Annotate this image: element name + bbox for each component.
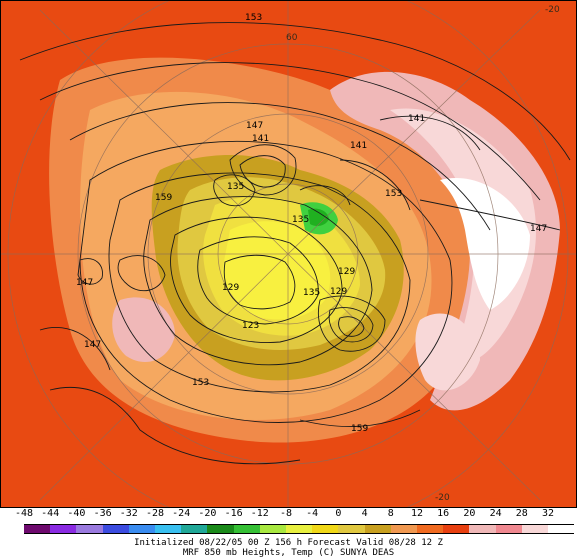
colorbar-swatch xyxy=(390,524,417,534)
caption-line-initialized: Initialized 08/22/05 00 Z 156 h Forecast… xyxy=(134,538,443,548)
contour-label: 153 xyxy=(192,378,209,388)
colorbar-tick-label: 16 xyxy=(437,508,450,519)
colorbar-tick-label: -24 xyxy=(172,508,191,519)
colorbar-swatch xyxy=(548,524,575,534)
longitude-label: -20 xyxy=(545,5,560,15)
colorbar-tick-label: -12 xyxy=(250,508,269,519)
caption-line-model: MRF 850 mb Heights, Temp (C) SUNYA DEAS xyxy=(182,548,395,558)
contour-label: 129 xyxy=(338,267,355,277)
colorbar-tick-label: -28 xyxy=(145,508,165,519)
colorbar-swatch xyxy=(259,524,286,534)
colorbar-tick-label: -36 xyxy=(93,508,112,519)
colorbar-swatch xyxy=(181,524,208,534)
colorbar-swatch xyxy=(469,524,496,534)
colorbar-swatch xyxy=(495,524,522,534)
colorbar-swatch xyxy=(443,524,470,534)
contour-label: 153 xyxy=(245,13,262,23)
contour-label: 141 xyxy=(408,114,425,124)
colorbar-tick-label: -40 xyxy=(67,508,86,519)
contour-label: 123 xyxy=(242,321,259,331)
colorbar-tick-label: 20 xyxy=(463,508,476,519)
contour-label: 129 xyxy=(330,287,347,297)
forecast-map: 153 147 141 159 135 129 123 141 153 147 … xyxy=(0,0,577,508)
contour-label: 141 xyxy=(350,141,367,151)
contour-label: 159 xyxy=(155,193,172,203)
contour-label: 135 xyxy=(227,182,244,192)
colorbar-swatch xyxy=(155,524,182,534)
contour-label: 147 xyxy=(84,340,101,350)
colorbar-swatch xyxy=(364,524,391,534)
colorbar-swatch xyxy=(207,524,234,534)
colorbar-tick-label: 4 xyxy=(361,508,368,519)
colorbar-swatch xyxy=(417,524,444,534)
contour-label: 135 xyxy=(292,215,309,225)
colorbar-swatch xyxy=(24,524,51,534)
colorbar-swatch xyxy=(76,524,103,534)
colorbar-tick-label: 12 xyxy=(410,508,424,519)
colorbar-swatch xyxy=(521,524,548,534)
colorbar-swatch xyxy=(233,524,260,534)
colorbar-swatch xyxy=(312,524,339,534)
colorbar-tick-label: -4 xyxy=(306,508,319,519)
map-caption: Initialized 08/22/05 00 Z 156 h Forecast… xyxy=(0,538,577,558)
colorbar-tick-label: 8 xyxy=(387,508,394,519)
colorbar-swatch xyxy=(50,524,77,534)
contour-label: 147 xyxy=(246,121,263,131)
colorbar-tick-label: 28 xyxy=(515,508,528,519)
contour-label: 147 xyxy=(530,224,547,234)
longitude-label: -20 xyxy=(435,493,450,503)
colorbar-swatch xyxy=(338,524,365,534)
contour-label: 159 xyxy=(351,424,368,434)
colorbar-swatch xyxy=(102,524,129,534)
colorbar-tick-label: -16 xyxy=(224,508,243,519)
colorbar-tick-label: -44 xyxy=(41,508,60,519)
contour-label: 129 xyxy=(222,283,239,293)
contour-label: 153 xyxy=(385,189,402,199)
colorbar-swatch xyxy=(286,524,313,534)
colorbar-tick-label: -8 xyxy=(279,508,293,519)
colorbar-tick-label: -32 xyxy=(119,508,138,519)
colorbar-tick-label: -20 xyxy=(198,508,217,519)
latitude-label: 60 xyxy=(286,33,298,43)
colorbar-tick-label: -48 xyxy=(14,508,34,519)
colorbar-tick-label: 32 xyxy=(541,508,555,519)
colorbar-swatch xyxy=(128,524,155,534)
colorbar-tick-label: 0 xyxy=(335,508,342,519)
contour-label: 135 xyxy=(303,288,320,298)
contour-label: 141 xyxy=(252,134,269,144)
contour-label: 147 xyxy=(76,278,93,288)
colorbar-tick-label: 24 xyxy=(489,508,502,519)
